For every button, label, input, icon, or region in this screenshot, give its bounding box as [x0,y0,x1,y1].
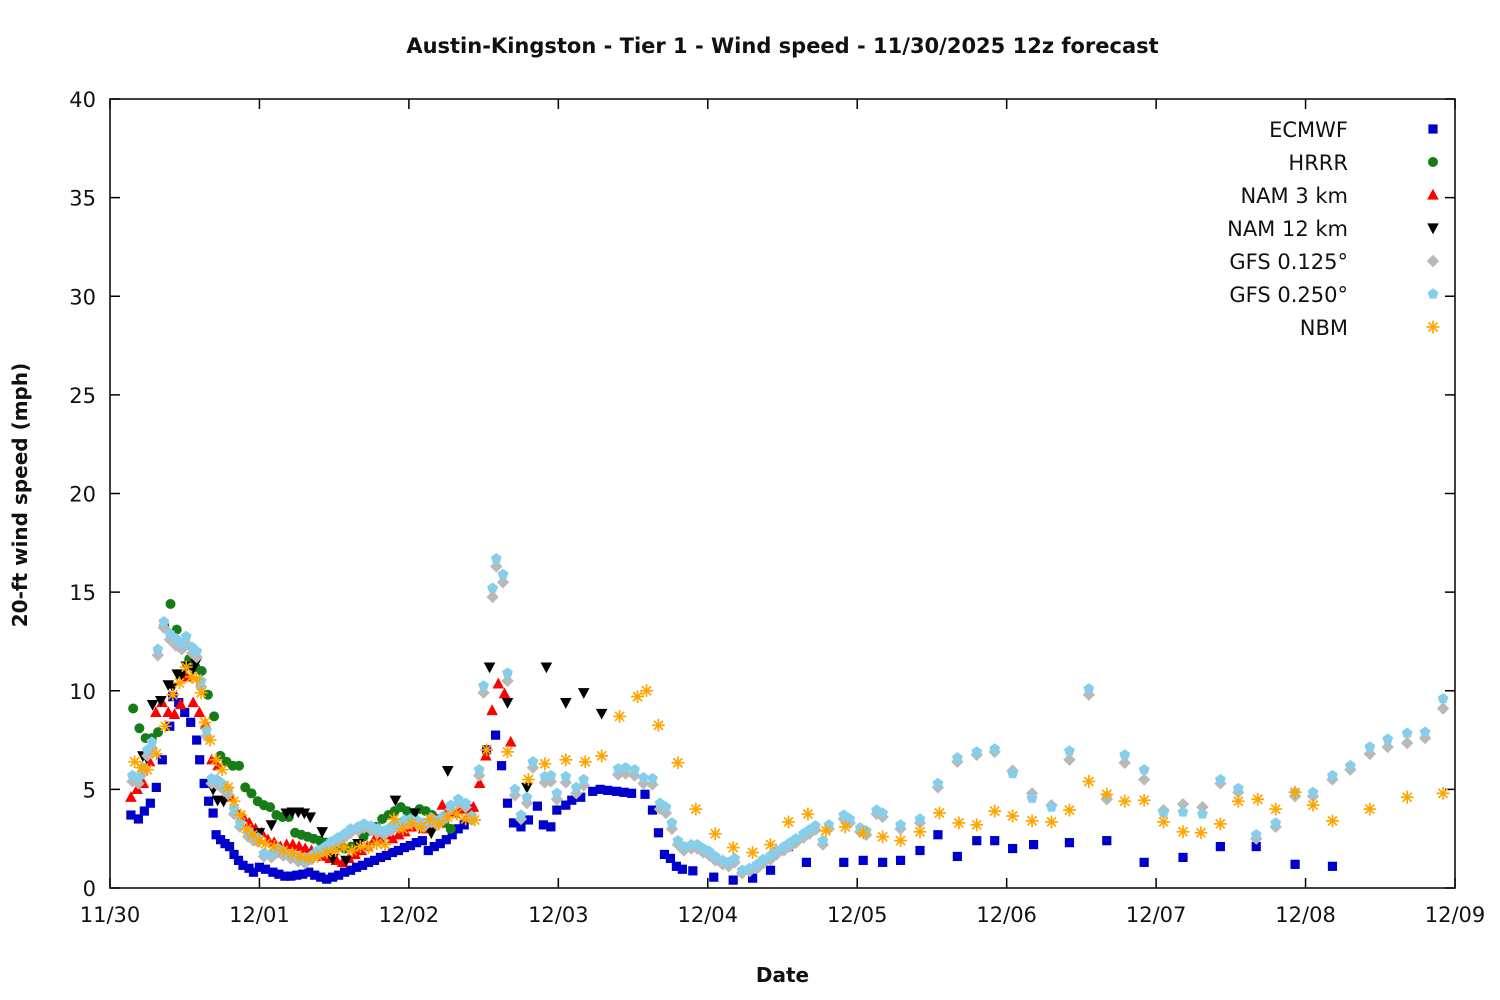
legend-label-nam-12-km: NAM 12 km [1227,217,1348,241]
legend-label-ecmwf: ECMWF [1269,118,1348,142]
y-axis-label: 20-ft wind speed (mph) [8,362,32,628]
y-tick-label: 30 [69,285,96,309]
legend-label-hrrr: HRRR [1288,151,1348,175]
y-tick-label: 40 [69,88,96,112]
x-tick-label: 12/04 [678,903,739,927]
y-tick-label: 25 [69,384,96,408]
legend-marker-gfs-0-250-icon [1427,288,1439,299]
axes: 11/30 12/01 12/02 12/03 12/04 12/05 12/06 12/07… [69,88,1485,927]
legend-marker-hrrr-icon [1428,157,1438,167]
y-tick-label: 20 [69,483,96,507]
legend-marker-nam-12-km-icon [1427,223,1439,235]
y-tick-label: 0 [83,877,96,901]
y-tick-label: 10 [69,680,96,704]
legend-label-gfs-0-250: GFS 0.250° [1229,283,1348,307]
x-tick-label: 12/03 [528,903,589,927]
series-nbm [128,660,1450,865]
y-tick-label: 15 [69,581,96,605]
y-tick-label: 35 [69,187,96,211]
legend: ECMWF HRRR NAM 3 km NAM 12 km GFS 0.125° GFS … [1227,118,1440,340]
series-ecmwf [126,692,1338,885]
x-tick-label: 12/09 [1425,903,1486,927]
legend-label-nbm: NBM [1300,316,1348,340]
legend-label-nam-3-km: NAM 3 km [1240,184,1348,208]
x-tick-label: 12/05 [827,903,888,927]
legend-marker-nam-3-km-icon [1427,188,1439,200]
x-tick-label: 11/30 [80,903,141,927]
y-tick-label: 5 [83,778,96,802]
x-tick-label: 12/01 [229,903,290,927]
x-tick-label: 12/02 [379,903,440,927]
x-tick-label: 12/08 [1275,903,1336,927]
x-axis-label: Date [755,963,810,987]
x-tick-label: 12/06 [976,903,1037,927]
legend-marker-nbm-icon [1426,320,1440,334]
chart-title: Austin-Kingston - Tier 1 - Wind speed - … [406,34,1159,58]
legend-label-gfs-0-125: GFS 0.125° [1229,250,1348,274]
legend-marker-gfs-0-125-icon [1426,254,1440,268]
x-tick-label: 12/07 [1126,903,1187,927]
legend-marker-ecmwf-icon [1428,124,1438,134]
